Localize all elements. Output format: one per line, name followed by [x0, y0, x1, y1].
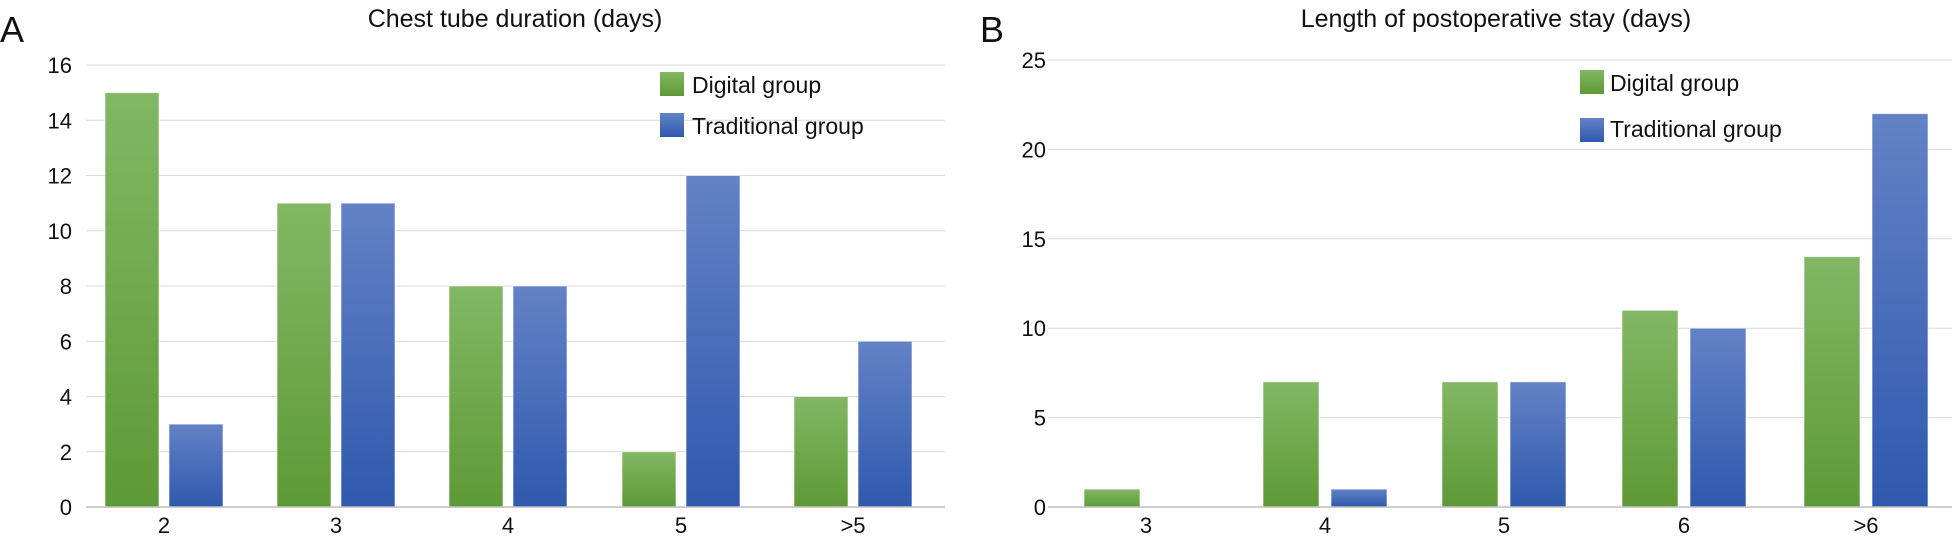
- bar-digital: [1441, 381, 1499, 508]
- y-tick-label: 20: [1022, 137, 1046, 162]
- y-tick-label: 14: [48, 108, 72, 133]
- y-tick-label: 8: [60, 274, 72, 299]
- bar-digital: [1262, 381, 1320, 508]
- panel-label: B: [980, 9, 1004, 50]
- bar-traditional: [340, 202, 396, 508]
- bar-digital: [276, 202, 332, 508]
- bar-digital: [1083, 488, 1141, 508]
- x-tick-label: 5: [1498, 513, 1510, 536]
- legend: Digital group Traditional group: [660, 72, 864, 139]
- bar-traditional: [1330, 488, 1388, 508]
- bar-traditional: [685, 175, 741, 508]
- y-tick-label: 0: [60, 495, 72, 520]
- legend-label-digital: Digital group: [1610, 70, 1739, 96]
- x-tick-label: 4: [1319, 513, 1331, 536]
- bar-digital: [621, 451, 677, 508]
- bar-traditional: [1871, 113, 1929, 508]
- bar-traditional: [1509, 381, 1567, 508]
- y-tick-label: 15: [1022, 227, 1046, 252]
- y-tick-label: 16: [48, 53, 72, 78]
- legend-label-digital: Digital group: [692, 72, 821, 98]
- x-tick-label: 4: [502, 513, 514, 536]
- x-tick-label: >6: [1853, 513, 1878, 536]
- y-tick-label: 2: [60, 440, 72, 465]
- y-tick-label: 6: [60, 329, 72, 354]
- bar-digital: [448, 285, 504, 508]
- legend-label-traditional: Traditional group: [692, 113, 864, 139]
- x-tick-label: 6: [1678, 513, 1690, 536]
- x-tick-label: 3: [1140, 513, 1152, 536]
- bar-traditional: [168, 423, 224, 508]
- panel-label: A: [0, 9, 24, 50]
- bar-digital: [793, 396, 849, 508]
- bar-traditional: [857, 340, 913, 508]
- y-tick-label: 10: [48, 219, 72, 244]
- legend-swatch-digital: [660, 72, 684, 96]
- legend-swatch-traditional: [660, 113, 684, 137]
- legend-swatch-traditional: [1580, 118, 1604, 142]
- legend-swatch-digital: [1580, 70, 1604, 94]
- y-tick-label: 25: [1022, 48, 1046, 73]
- chart-title: Length of postoperative stay (days): [1301, 5, 1692, 33]
- y-tick-label: 5: [1034, 406, 1046, 431]
- legend: Digital group Traditional group: [1580, 70, 1782, 142]
- y-tick-label: 4: [60, 385, 72, 410]
- x-tick-label: >5: [840, 513, 865, 536]
- bar-traditional: [1689, 327, 1747, 508]
- legend-label-traditional: Traditional group: [1610, 116, 1782, 142]
- x-tick-label: 5: [675, 513, 687, 536]
- chart-title: Chest tube duration (days): [368, 5, 663, 33]
- chart-panel-a: A Chest tube duration (days) 0 2 4 6 8 10 12 14…: [0, 5, 945, 538]
- x-tick-label: 3: [330, 513, 342, 536]
- bar-traditional: [512, 285, 568, 508]
- bar-digital: [1621, 309, 1679, 508]
- chart-panel-b: B Length of postoperative stay (days) 0 5…: [980, 5, 1952, 538]
- y-tick-label: 0: [1034, 495, 1046, 520]
- bar-digital: [1803, 256, 1861, 508]
- x-tick-label: 2: [158, 513, 170, 536]
- bar-digital: [104, 92, 160, 508]
- y-tick-label: 12: [48, 164, 72, 189]
- y-tick-label: 10: [1022, 316, 1046, 341]
